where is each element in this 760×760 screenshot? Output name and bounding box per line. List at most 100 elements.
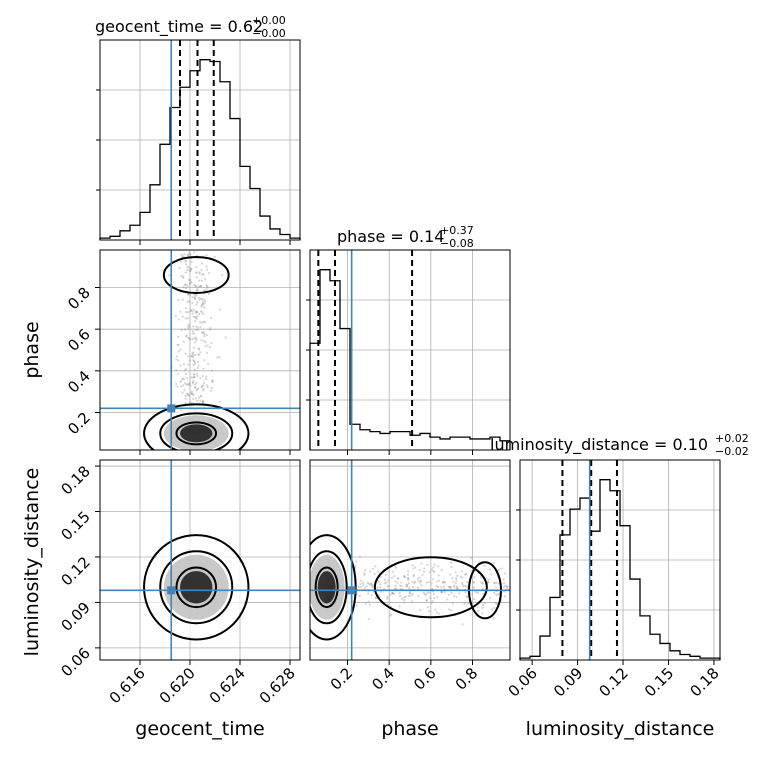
scatter-point (209, 326, 212, 329)
scatter-point (189, 309, 192, 313)
panel-frame (99, 459, 301, 661)
scatter-point (177, 335, 180, 339)
scatter-point (186, 393, 189, 396)
scatter-point (495, 586, 498, 589)
scatter-point (192, 346, 196, 349)
scatter-point (376, 586, 379, 589)
scatter-point (192, 380, 195, 383)
scatter-point (414, 566, 417, 569)
scatter-point (180, 328, 183, 332)
scatter-point (199, 297, 203, 300)
scatter-point (503, 595, 507, 598)
scatter-point (432, 593, 436, 596)
scatter-point (465, 585, 468, 588)
scatter-point (371, 567, 375, 570)
scatter-point (193, 297, 196, 300)
contour (162, 256, 230, 294)
scatter-point (414, 580, 417, 583)
scatter-point (201, 311, 204, 314)
scatter-point (194, 353, 197, 357)
scatter-point (180, 379, 183, 382)
scatter-point (195, 271, 199, 274)
scatter-point (181, 377, 184, 380)
title-phase: phase = 0.14 (337, 227, 444, 246)
x-tick-label: 0.624 (206, 664, 249, 707)
scatter-point (391, 591, 394, 595)
scatter-point (476, 606, 479, 609)
panel-geocent_time-luminosity_distance: 0.616 0.620 0.624 0.628 0.06 0.09 0.12 0.15 0.18 (57, 459, 301, 707)
x-tick-label: 0.8 (452, 664, 482, 694)
title-sub: −0.02 (715, 445, 749, 458)
scatter-point (175, 355, 178, 358)
scatter-point (189, 269, 192, 272)
panel-frame (309, 459, 511, 661)
scatter-point (202, 339, 206, 343)
scatter-point (455, 595, 458, 599)
scatter-point (397, 577, 400, 580)
scatter-point (184, 317, 187, 320)
scatter-point (200, 284, 203, 288)
scatter-point (190, 376, 193, 379)
scatter-point (395, 566, 398, 569)
scatter-point (187, 251, 191, 254)
histogram-phase (309, 269, 511, 450)
scatter-point (184, 310, 188, 314)
title-main: geocent_time = 0.62 (95, 17, 263, 37)
scatter-point (464, 584, 467, 588)
title-sub: −0.00 (252, 27, 286, 40)
scatter-point (481, 606, 484, 609)
scatter-point (360, 585, 363, 589)
scatter-point (471, 593, 474, 596)
scatter-point (444, 581, 447, 584)
scatter-point (208, 345, 211, 349)
scatter-point (186, 311, 190, 314)
scatter-point (497, 582, 500, 585)
scatter-point (168, 274, 171, 277)
scatter-point (202, 400, 205, 403)
scatter-point (441, 581, 445, 584)
scatter-point (189, 278, 192, 282)
title-sup: +0.37 (440, 224, 474, 237)
scatter-point (192, 336, 196, 340)
scatter-point (205, 377, 208, 381)
scatter-point (374, 596, 377, 599)
panel-frame (99, 39, 301, 241)
scatter-point (411, 564, 414, 567)
scatter-point (461, 623, 464, 626)
scatter-point (391, 591, 394, 595)
scatter-point (398, 584, 401, 587)
scatter-point (440, 590, 444, 594)
scatter-point (450, 609, 453, 612)
scatter-point (492, 591, 496, 595)
scatter-point (389, 614, 392, 617)
scatter-point (182, 384, 185, 387)
scatter-point (195, 288, 199, 291)
x-tick-label: 0.15 (641, 664, 677, 700)
scatter-point (429, 596, 432, 600)
scatter-point (198, 298, 201, 301)
scatter-point (474, 591, 477, 594)
scatter-point (186, 284, 189, 287)
panel-frame (309, 249, 511, 451)
scatter-point (411, 580, 414, 583)
scatter-point (379, 583, 382, 586)
scatter-point (184, 372, 188, 375)
scatter-point (196, 374, 199, 377)
ylabel-phase: phase (21, 321, 43, 378)
scatter-point (186, 266, 189, 269)
x-tick-label: 0.12 (596, 664, 632, 700)
scatter-point (437, 565, 440, 568)
scatter-point (194, 297, 197, 300)
scatter-point (461, 581, 464, 584)
truth-marker (167, 404, 176, 413)
scatter-point (189, 384, 192, 387)
scatter-point (191, 325, 195, 328)
scatter-point (176, 343, 179, 347)
scatter-point (500, 567, 503, 570)
scatter-point (503, 572, 507, 575)
scatter-point (412, 573, 416, 577)
scatter-point (200, 321, 204, 324)
scatter-point (185, 263, 188, 266)
panel-phase-luminosity_distance: 0.2 0.4 0.6 0.8 (309, 459, 511, 694)
scatter-point (437, 586, 440, 589)
